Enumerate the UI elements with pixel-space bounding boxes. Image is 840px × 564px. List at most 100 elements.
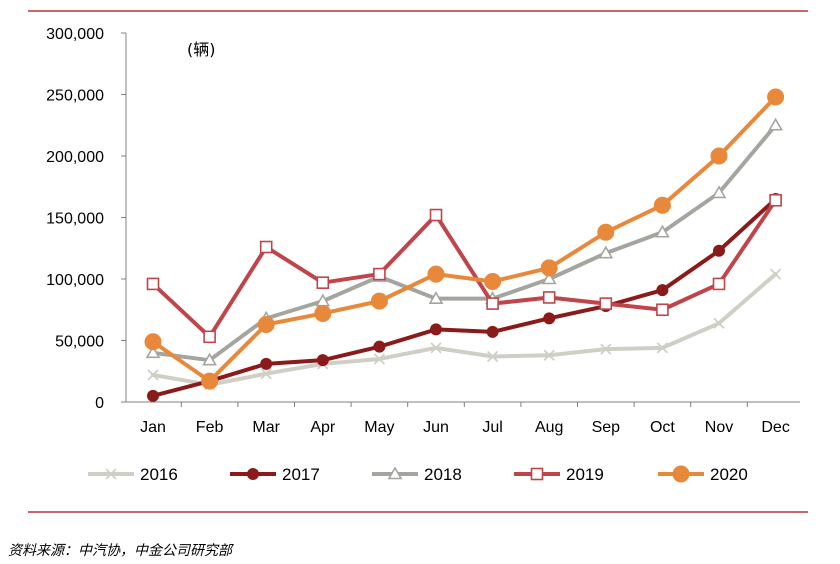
data-point — [201, 372, 219, 390]
data-point — [427, 265, 445, 283]
data-point — [429, 208, 443, 222]
y-tick-label: 300,000 — [46, 26, 104, 43]
data-point — [260, 357, 273, 370]
data-point — [203, 330, 216, 344]
data-point — [543, 349, 555, 361]
data-point — [484, 272, 502, 290]
legend-label: 2017 — [282, 465, 320, 484]
data-point — [316, 276, 330, 289]
data-point — [147, 369, 159, 381]
data-point — [144, 333, 162, 351]
x-tick-label: Sep — [592, 419, 621, 436]
legend-marker — [247, 468, 259, 480]
legend-item-2017: 2017 — [230, 465, 320, 484]
x-tick-label: Apr — [310, 419, 336, 436]
data-point — [656, 342, 669, 354]
data-point — [543, 312, 556, 325]
data-point — [147, 389, 159, 402]
data-point — [600, 343, 612, 355]
data-point — [259, 240, 273, 254]
data-point — [540, 259, 558, 277]
data-point — [599, 297, 613, 310]
x-tick-label: Nov — [705, 419, 733, 436]
y-tick-label: 200,000 — [46, 149, 104, 166]
series-line — [151, 198, 778, 339]
x-tick-label: Aug — [535, 419, 563, 436]
x-tick-label: Feb — [196, 419, 224, 436]
legend-label: 2018 — [424, 465, 462, 484]
legend-item-2016: 2016 — [88, 465, 178, 484]
data-point — [597, 223, 615, 241]
data-point — [710, 147, 728, 165]
y-tick-label: 150,000 — [46, 211, 104, 228]
data-point — [430, 323, 442, 336]
legend-marker — [530, 467, 544, 481]
data-point — [486, 297, 499, 310]
legend-marker — [672, 465, 690, 483]
data-point — [541, 271, 557, 285]
series-2016 — [147, 268, 782, 391]
legend-item-2020: 2020 — [658, 465, 748, 484]
data-point — [260, 368, 272, 380]
data-point — [370, 292, 388, 310]
data-point — [373, 353, 386, 365]
data-point — [542, 291, 556, 304]
x-tick-label: May — [364, 419, 394, 436]
x-tick-label: Jul — [482, 419, 502, 436]
data-point — [202, 352, 217, 366]
x-tick-label: Oct — [650, 419, 675, 436]
y-tick-label: 0 — [95, 395, 104, 412]
data-point — [598, 245, 614, 259]
data-point — [373, 267, 386, 281]
data-point — [145, 345, 161, 359]
series-line — [151, 123, 778, 363]
data-point — [146, 277, 160, 291]
data-point — [769, 193, 782, 207]
y-tick-label: 100,000 — [46, 272, 104, 289]
y-tick-label: 250,000 — [46, 88, 104, 105]
y-tick-label: 50,000 — [55, 334, 104, 351]
data-point — [486, 350, 499, 363]
data-point — [712, 277, 726, 291]
data-point — [314, 304, 332, 322]
series-2019 — [146, 193, 782, 344]
data-point — [713, 244, 725, 257]
source-note: 资料来源：中汽协，中金公司研究部 — [8, 543, 232, 559]
series-line — [151, 94, 778, 384]
x-tick-label: Mar — [252, 419, 280, 436]
legend: 2016 2017 2018 2019 2020 — [88, 465, 748, 484]
legend-label: 2016 — [140, 465, 178, 484]
data-point — [373, 340, 386, 353]
legend-item-2018: 2018 — [372, 465, 462, 484]
data-point — [768, 117, 783, 131]
series-layer — [144, 88, 785, 402]
series-2020 — [144, 88, 785, 390]
data-point — [656, 284, 669, 297]
data-point — [257, 316, 275, 334]
data-point — [655, 224, 670, 238]
legend-marker — [105, 468, 117, 480]
data-point — [656, 303, 669, 317]
axes: 0 50,000 100,000 150,000 200,000 250,000 300,0… — [46, 26, 800, 436]
series-line — [151, 197, 778, 398]
x-tick-label: Jan — [140, 419, 166, 436]
legend-label: 2019 — [566, 465, 604, 484]
series-2018 — [145, 117, 783, 366]
x-tick-label: Dec — [761, 419, 789, 436]
data-point — [767, 88, 785, 106]
data-point — [486, 325, 499, 338]
series-line — [151, 272, 778, 387]
data-point — [713, 317, 725, 329]
x-tick-label: Jun — [423, 419, 449, 436]
legend-marker — [387, 466, 403, 480]
data-point — [711, 185, 727, 199]
data-point — [316, 354, 329, 367]
unit-label: (辆) — [187, 40, 216, 59]
legend-item-2019: 2019 — [514, 465, 604, 484]
data-point — [653, 196, 671, 214]
data-point — [428, 291, 444, 304]
data-point — [769, 268, 782, 280]
data-point — [430, 342, 442, 354]
legend-label: 2020 — [710, 465, 748, 484]
